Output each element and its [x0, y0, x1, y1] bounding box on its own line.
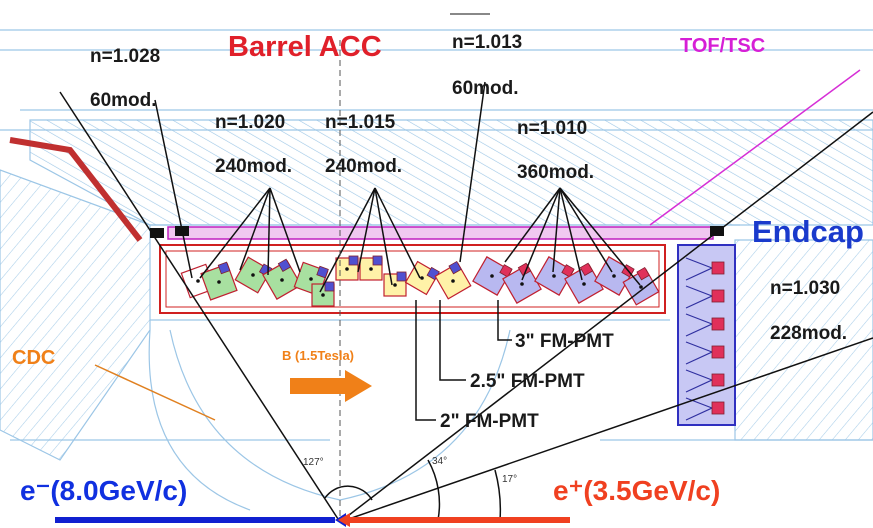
module — [196, 279, 200, 283]
module-count: 60mod. — [90, 90, 157, 111]
electron-beam — [55, 517, 335, 523]
index-label: n=1.030 — [770, 278, 840, 299]
beam-label: e⁺(3.5GeV/c) — [553, 475, 720, 506]
module — [345, 267, 349, 271]
module — [490, 274, 494, 278]
module — [612, 274, 616, 278]
module — [217, 280, 221, 284]
module — [420, 276, 424, 280]
angle-label: 34° — [432, 456, 447, 467]
angle-label: 127° — [303, 457, 324, 468]
diagram: Barrel ACC TOF/TSC n=1.028 60mod. n=1.02… — [0, 0, 873, 528]
module — [712, 374, 724, 386]
module — [552, 274, 556, 278]
field-label: B (1.5Tesla) — [282, 348, 354, 363]
endcap-title: Endcap — [752, 214, 864, 249]
module — [582, 282, 586, 286]
module — [639, 285, 643, 289]
positron-beam — [348, 517, 570, 523]
index-label: n=1.015 — [325, 112, 396, 133]
index-label: n=1.010 — [517, 118, 587, 139]
module — [520, 282, 524, 286]
module-count: 228mod. — [770, 323, 847, 344]
module-count: 60mod. — [452, 78, 519, 99]
module — [325, 282, 334, 291]
module — [397, 272, 406, 281]
page: {"title": "Barrel ACC", "tof": "TOF/TSC"… — [0, 0, 873, 528]
module — [280, 278, 284, 282]
beam-label: e⁻(8.0GeV/c) — [20, 475, 187, 506]
module-count: 360mod. — [517, 162, 594, 183]
module — [712, 402, 724, 414]
pmt-label: 2.5" FM-PMT — [470, 371, 585, 392]
module — [369, 267, 373, 271]
index-label: n=1.013 — [452, 32, 522, 53]
module — [712, 318, 724, 330]
module — [712, 262, 724, 274]
module — [712, 346, 724, 358]
pmt-label: 2" FM-PMT — [440, 411, 539, 432]
module-count: 240mod. — [325, 156, 402, 177]
pmt-label: 3" FM-PMT — [515, 331, 614, 352]
module — [712, 290, 724, 302]
module — [251, 273, 255, 277]
module — [349, 256, 358, 265]
tof-label: TOF/TSC — [680, 35, 765, 57]
module — [451, 279, 455, 283]
index-label: n=1.020 — [215, 112, 285, 133]
module — [321, 293, 325, 297]
title: Barrel ACC — [228, 31, 382, 63]
index-label: n=1.028 — [90, 46, 160, 67]
module — [373, 256, 382, 265]
module-count: 240mod. — [215, 156, 292, 177]
module — [393, 283, 397, 287]
cdc-label: CDC — [12, 347, 55, 369]
tof-bar — [168, 227, 713, 239]
angle-label: 17° — [502, 474, 517, 485]
module — [309, 277, 313, 281]
